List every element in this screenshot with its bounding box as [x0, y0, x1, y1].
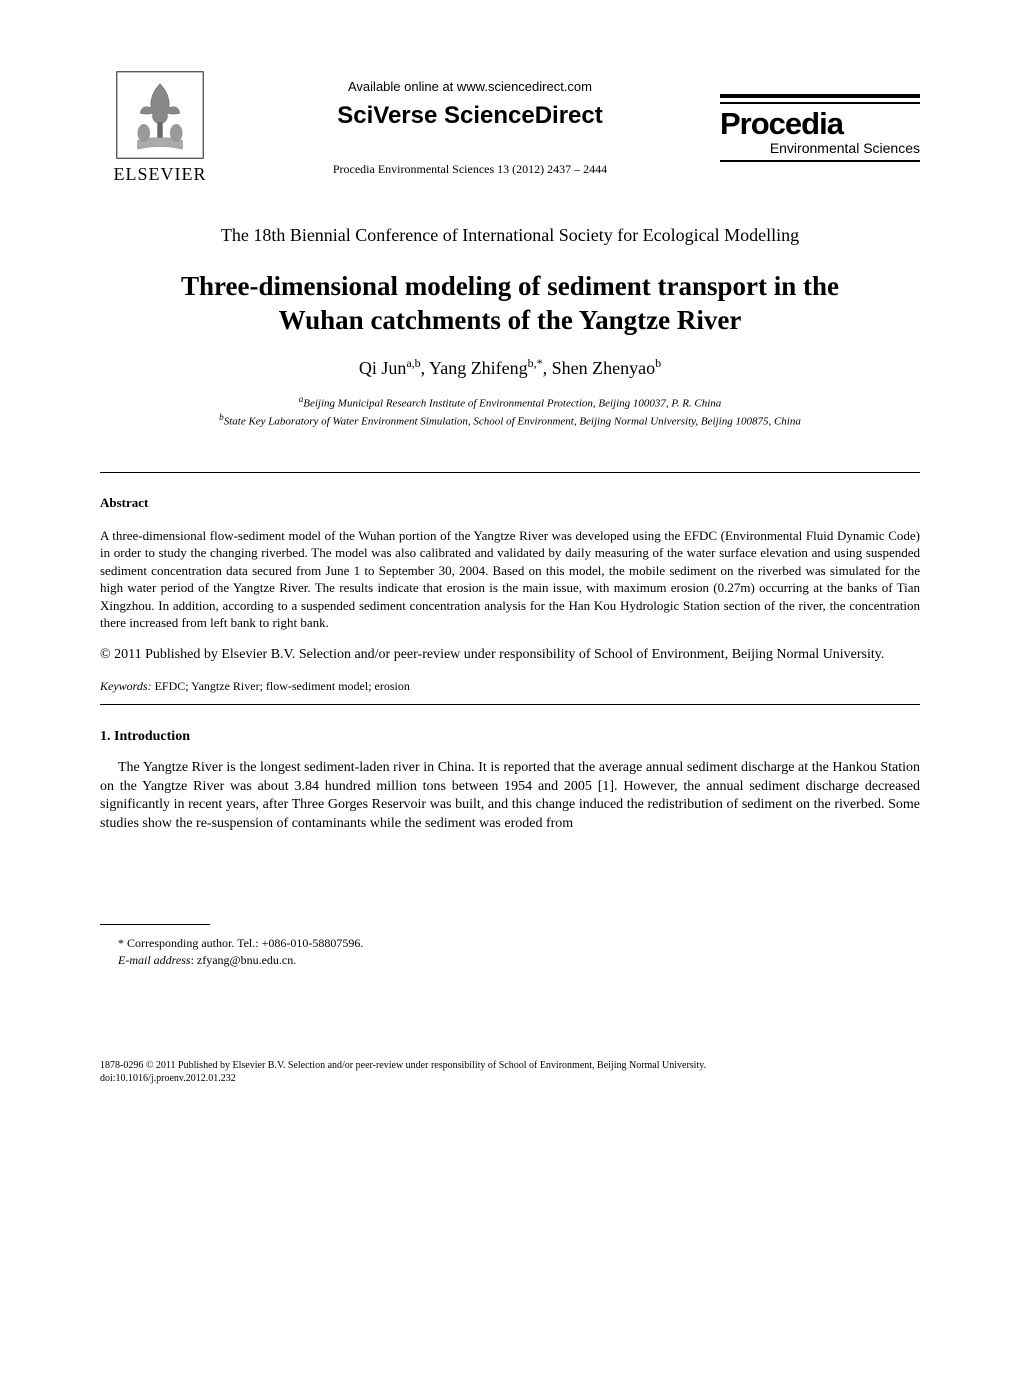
author-2-name: , Yang Zhifeng: [421, 358, 528, 378]
author-2-affil-sup: b,*: [528, 356, 543, 370]
conference-name: The 18th Biennial Conference of Internat…: [100, 225, 920, 246]
procedia-brand-title: Procedia: [720, 106, 843, 142]
abstract-bottom-rule: [100, 704, 920, 705]
author-1-name: Qi Jun: [359, 358, 407, 378]
procedia-brand-block: Procedia Environmental Sciences: [720, 94, 920, 162]
email-label: E-mail address: [118, 953, 191, 967]
keywords-text: EFDC; Yangtze River; flow-sediment model…: [152, 679, 410, 693]
title-line-1: Three-dimensional modeling of sediment t…: [181, 271, 839, 301]
section-1-paragraph: The Yangtze River is the longest sedimen…: [100, 759, 920, 835]
procedia-brand-subtitle: Environmental Sciences: [770, 140, 920, 156]
procedia-citation-ref: Procedia Environmental Sciences 13 (2012…: [333, 162, 607, 177]
header-center-block: Available online at www.sciencedirect.co…: [220, 79, 720, 177]
corresponding-author-footnote: * Corresponding author. Tel.: +086-010-5…: [100, 935, 920, 952]
copyright-statement: © 2011 Published by Elsevier B.V. Select…: [100, 646, 920, 665]
footer-copyright-line: 1878-0296 © 2011 Published by Elsevier B…: [100, 1059, 920, 1072]
sciverse-sciencedirect-label: SciVerse ScienceDirect: [337, 102, 603, 130]
author-3-affil-sup: b: [655, 356, 661, 370]
affil-a-text: Beijing Municipal Research Institute of …: [303, 397, 721, 409]
footer-doi-line: doi:10.1016/j.proenv.2012.01.232: [100, 1072, 920, 1085]
procedia-top-rule: [720, 94, 920, 104]
elsevier-label: ELSEVIER: [114, 164, 207, 185]
journal-header-row: ELSEVIER Available online at www.science…: [100, 70, 920, 185]
abstract-body-text: A three-dimensional flow-sediment model …: [100, 527, 920, 632]
abstract-heading: Abstract: [100, 495, 920, 511]
footnote-separator-rule: [100, 924, 210, 925]
available-online-text: Available online at www.sciencedirect.co…: [348, 79, 592, 94]
author-1-affil-sup: a,b: [406, 356, 420, 370]
abstract-top-rule: [100, 472, 920, 473]
procedia-bottom-rule: [720, 160, 920, 162]
elsevier-tree-logo-icon: [115, 70, 205, 160]
affil-b-text: State Key Laboratory of Water Environmen…: [224, 416, 801, 428]
email-footnote: E-mail address: zfyang@bnu.edu.cn.: [100, 952, 920, 969]
author-3-name: , Shen Zhenyao: [543, 358, 655, 378]
keywords-line: Keywords: EFDC; Yangtze River; flow-sedi…: [100, 679, 920, 694]
paper-title: Three-dimensional modeling of sediment t…: [100, 270, 920, 338]
title-line-2: Wuhan catchments of the Yangtze River: [279, 305, 742, 335]
elsevier-publisher-block: ELSEVIER: [100, 70, 220, 185]
page-footer: 1878-0296 © 2011 Published by Elsevier B…: [100, 1059, 920, 1085]
affiliations-block: aBeijing Municipal Research Institute of…: [100, 393, 920, 430]
email-value: : zfyang@bnu.edu.cn.: [191, 953, 297, 967]
authors-line: Qi Juna,b, Yang Zhifengb,*, Shen Zhenyao…: [100, 356, 920, 379]
section-1-heading: 1. Introduction: [100, 729, 920, 745]
keywords-label: Keywords:: [100, 679, 152, 693]
